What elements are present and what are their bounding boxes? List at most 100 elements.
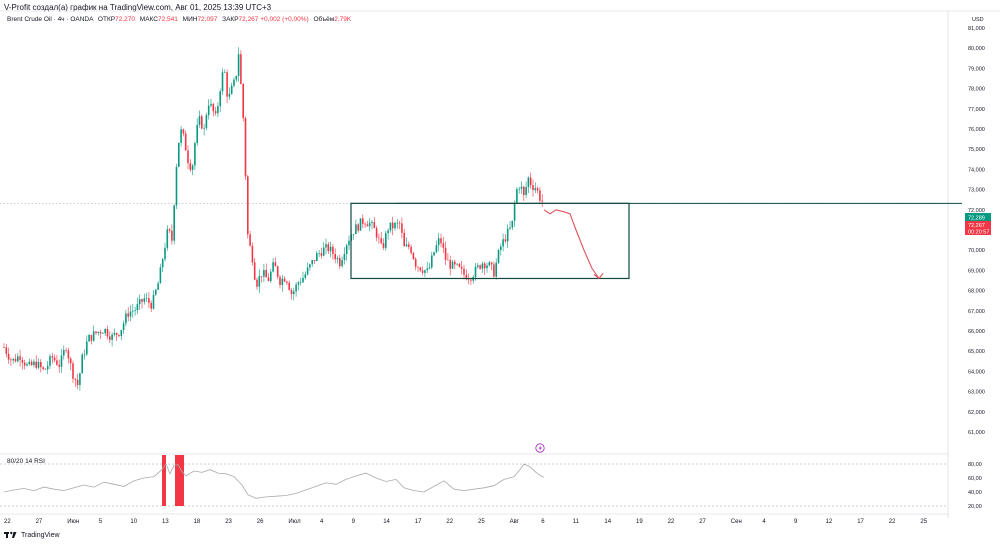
candle-body — [396, 222, 399, 224]
candle-body — [488, 262, 491, 266]
candle-body — [237, 54, 240, 76]
time-tick-label: 22 — [889, 519, 896, 525]
candle-body — [194, 143, 196, 166]
time-tick-label: 27 — [699, 519, 706, 525]
candle-body — [182, 129, 185, 134]
candle-body — [198, 116, 201, 125]
candle-body — [99, 331, 102, 334]
candle-body — [477, 265, 479, 267]
candle-body — [359, 218, 362, 231]
range-box[interactable] — [350, 202, 630, 280]
candle-body — [414, 259, 417, 267]
candle-body — [86, 341, 88, 355]
candle-body — [398, 222, 401, 224]
candle-body — [316, 253, 318, 261]
candle-body — [102, 333, 104, 334]
rsi-tick-label: 60,00 — [968, 476, 982, 482]
candle-body — [495, 262, 497, 277]
price-tick-label: 61,000 — [968, 430, 985, 436]
candle-body — [17, 356, 19, 362]
candle-body — [161, 259, 164, 268]
candle-body — [10, 359, 12, 361]
lightning-icon[interactable] — [535, 443, 545, 453]
price-tick-label: 68,000 — [968, 289, 985, 295]
candle-body — [260, 276, 263, 277]
price-axis[interactable]: 81,000 80,000 79,000 78,000 77,000 76,000 75,0… — [968, 26, 985, 436]
candle-body — [164, 247, 166, 260]
candle-body — [470, 279, 472, 281]
candle-body — [214, 111, 217, 114]
candle-body — [69, 358, 72, 364]
candle-body — [51, 356, 54, 358]
rsi-pane[interactable] — [0, 455, 948, 507]
candle-body — [72, 363, 74, 379]
candle-body — [184, 133, 187, 151]
candle-body — [465, 274, 468, 280]
price-tick-label: 78,000 — [968, 87, 985, 93]
candle-body — [191, 165, 194, 170]
change-value: +0,002 (+0,00%) — [260, 16, 309, 23]
candle-body — [253, 262, 256, 280]
candle-body — [534, 188, 537, 191]
candle-body — [235, 75, 238, 80]
time-tick-label: 5 — [99, 519, 103, 525]
candle-body — [258, 276, 261, 287]
price-tick-label: 77,000 — [968, 107, 985, 113]
candle-body — [283, 278, 286, 282]
candle-body — [67, 350, 70, 359]
candle-body — [120, 330, 123, 336]
candle-body — [226, 72, 228, 97]
footer-brand: TradingView — [21, 531, 60, 539]
candle-body — [30, 361, 33, 366]
candle-body — [348, 240, 350, 246]
candle-body — [152, 294, 155, 309]
currency-label: USD — [972, 17, 984, 23]
candle-body — [355, 224, 357, 235]
candle-body — [302, 277, 304, 283]
candle-body — [299, 282, 302, 283]
candle-body — [518, 188, 520, 190]
candle-body — [539, 190, 541, 201]
candle-body — [83, 354, 86, 355]
low-value: 72,097 — [197, 16, 218, 23]
candle-body — [12, 358, 14, 361]
candle-body — [403, 232, 405, 247]
candle-body — [173, 205, 175, 241]
candle-body — [274, 262, 277, 267]
time-axis[interactable]: 22 27 Июн 5 10 13 18 23 26 Июл 4 9 14 17 22 25 Авг 6 11 14 1… — [4, 519, 928, 525]
candle-body — [481, 263, 484, 269]
projection-arrow[interactable] — [543, 209, 600, 279]
candle-body — [171, 230, 173, 241]
candle-body — [357, 224, 359, 231]
rsi-label[interactable]: 80/20 14 RSI — [7, 458, 45, 465]
candle-body — [263, 269, 265, 277]
time-tick-label: 14 — [604, 519, 611, 525]
candle-body — [267, 277, 270, 282]
candle-body — [21, 359, 24, 363]
candle-body — [26, 364, 28, 366]
candle-body — [249, 234, 251, 246]
candle-body — [364, 223, 366, 225]
symbol-name[interactable]: Brent Crude Oil · 4ч · OANDA — [7, 16, 94, 23]
candle-body — [504, 239, 507, 242]
price-tick-label: 69,000 — [968, 268, 985, 274]
candle-body — [509, 227, 511, 229]
candle-body — [212, 103, 215, 112]
price-tick-label: 70,000 — [968, 248, 985, 254]
candle-body — [368, 223, 371, 227]
candle-body — [304, 274, 307, 278]
candle-body — [115, 333, 118, 335]
rsi-tick-label: 80,00 — [968, 462, 982, 468]
candle-body — [145, 298, 148, 299]
candle-body — [201, 116, 203, 129]
candle-body — [109, 336, 111, 340]
candle-body — [221, 72, 224, 92]
price-tick-label: 63,000 — [968, 390, 985, 396]
time-tick-label: 22 — [668, 519, 675, 525]
candle-body — [33, 361, 35, 366]
price-tick-label: 73,000 — [968, 188, 985, 194]
candle-body — [92, 331, 95, 341]
candle-body — [332, 246, 334, 254]
candle-body — [529, 177, 532, 186]
